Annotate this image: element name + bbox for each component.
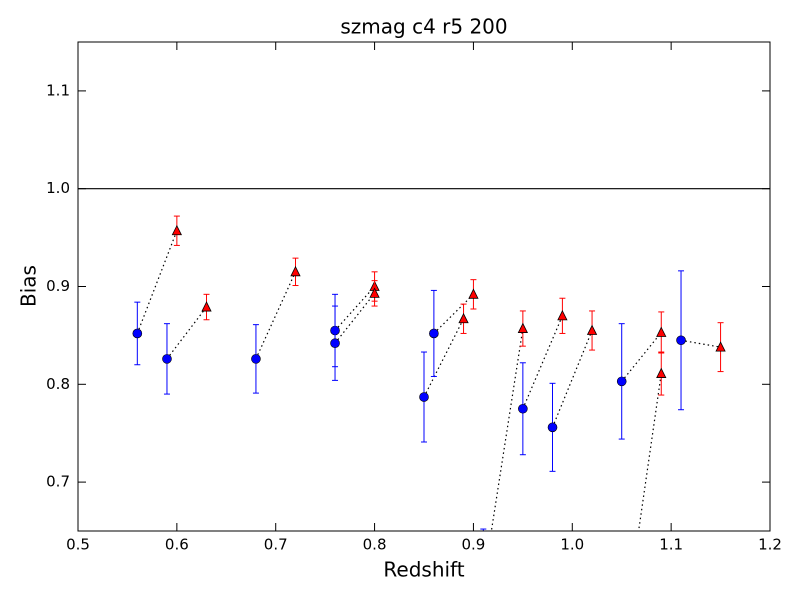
chart-title: szmag c4 r5 200 (340, 15, 507, 39)
point (419, 392, 429, 402)
x-tick-label: 0.7 (264, 536, 288, 554)
pair-link (136, 230, 178, 334)
y-tick-label: 1.0 (46, 179, 70, 197)
pair-link (522, 315, 563, 409)
x-tick-label: 0.8 (363, 536, 387, 554)
point (715, 341, 726, 352)
point (586, 324, 598, 335)
point (656, 326, 667, 337)
x-tick-label: 0.9 (461, 536, 485, 554)
x-axis-label: Redshift (383, 558, 464, 582)
point (468, 288, 479, 299)
plot-area (78, 188, 770, 587)
point (290, 265, 301, 277)
pair-link (255, 271, 297, 360)
point (251, 354, 261, 364)
y-tick-label: 0.9 (46, 277, 70, 295)
point (171, 224, 183, 236)
pair-link (490, 328, 524, 531)
x-tick-label: 1.1 (659, 536, 683, 554)
point (656, 367, 667, 378)
pair-link (334, 292, 376, 344)
point (162, 354, 172, 364)
plot-frame (77, 41, 771, 532)
point (132, 328, 143, 339)
pair-link (680, 339, 721, 348)
point (330, 338, 340, 349)
pair-link (551, 330, 593, 428)
point (676, 335, 686, 346)
x-tick-label: 0.6 (165, 536, 189, 554)
point (458, 312, 469, 324)
pair-link (334, 286, 376, 331)
point (557, 309, 568, 321)
pair-link (637, 373, 662, 531)
y-tick-label: 1.1 (46, 81, 70, 99)
pair-link (433, 293, 474, 334)
point (616, 376, 627, 387)
pair-link (423, 318, 465, 398)
point (201, 301, 212, 312)
y-tick-label: 0.7 (46, 473, 70, 491)
y-axis-label: Bias (17, 265, 41, 307)
x-tick-label: 0.5 (66, 536, 90, 554)
x-tick-label: 1.0 (560, 536, 584, 554)
point (429, 328, 439, 339)
point (547, 422, 558, 433)
y-tick-label: 0.8 (46, 375, 70, 393)
point (479, 578, 488, 587)
pair-link (166, 306, 207, 360)
point (518, 403, 528, 414)
point (517, 322, 529, 333)
x-tick-label: 1.2 (758, 536, 782, 554)
point (369, 287, 380, 298)
pair-link (621, 332, 662, 382)
